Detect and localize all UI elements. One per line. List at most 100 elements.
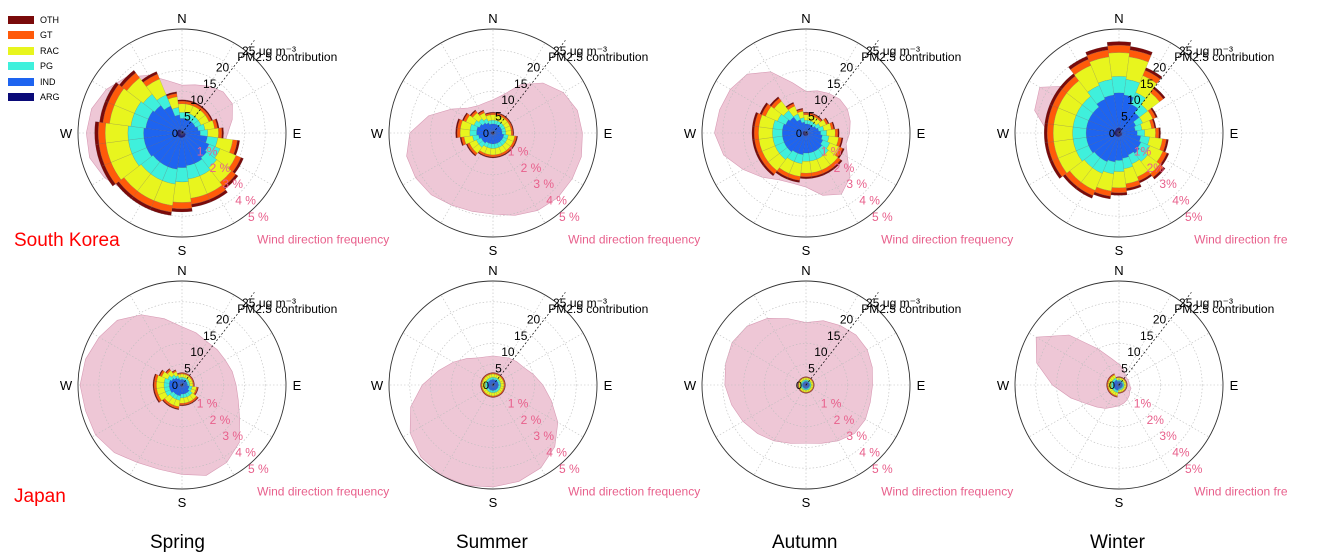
grid-circle-4 xyxy=(98,49,266,217)
pm25-bar-gt xyxy=(1111,187,1127,193)
pm25-tick-label: 25 μg m⁻³ xyxy=(242,296,296,310)
frequency-tick-label: 4 % xyxy=(235,194,256,208)
pm25-bar-gt xyxy=(1126,383,1128,387)
outer-circle xyxy=(388,28,598,238)
pm25-tick-label: 10 xyxy=(501,93,515,107)
pm25-bar-oth xyxy=(119,70,136,87)
compass-label-e: E xyxy=(604,126,613,141)
pm25-bar-pg xyxy=(490,143,496,149)
compass-label-s: S xyxy=(1115,243,1124,258)
grid-circle-4 xyxy=(409,301,577,469)
compass-label-n: N xyxy=(1114,11,1123,26)
frequency-tick-label: 1 % xyxy=(197,144,218,158)
pm25-tick-label: 15 xyxy=(203,77,217,91)
pm25-bar-oth xyxy=(1144,67,1163,80)
frequency-tick-label: 5% xyxy=(1185,210,1203,224)
grid-circle-4 xyxy=(409,49,577,217)
pm25-bar-oth xyxy=(177,372,181,375)
pm25-bar-pg xyxy=(200,129,208,137)
legend: OTH GT RAC PG IND ARG xyxy=(8,12,60,105)
pm25-bar-pg xyxy=(820,130,827,136)
outer-circle xyxy=(1014,280,1224,490)
pm25-bar-oth xyxy=(105,82,119,103)
frequency-tick-label: 1 % xyxy=(508,396,529,410)
pm25-tick-label: 20 xyxy=(1153,60,1167,74)
pm25-bar-gt xyxy=(180,372,184,375)
wind-frequency-area xyxy=(1035,334,1132,409)
column-label-autumn: Autumn xyxy=(772,532,838,553)
pm25-bar-oth xyxy=(1150,107,1158,118)
pm25-bar-oth xyxy=(171,369,176,373)
frequency-tick-label: 5% xyxy=(1185,462,1203,476)
legend-label-ind: IND xyxy=(40,76,56,87)
pm25-bar-oth xyxy=(469,109,477,117)
pm25-tick-label: 20 xyxy=(1153,312,1167,326)
pm25-bar-oth xyxy=(158,369,164,376)
legend-item-rac: RAC xyxy=(8,43,60,59)
pm25-bar-rac xyxy=(105,122,129,144)
pm25-bar-oth xyxy=(837,128,840,138)
outer-circle xyxy=(388,280,598,490)
pm25-bar-rac xyxy=(207,128,219,138)
compass-label-w: W xyxy=(371,126,384,141)
frequency-tick-label: 1% xyxy=(1134,396,1152,410)
pm25-tick-label: 0 xyxy=(796,128,802,140)
pm25-bar-oth xyxy=(1115,376,1119,378)
pm25-tick-label: 15 xyxy=(203,329,217,343)
pm25-tick-label: 0 xyxy=(796,380,802,392)
pm25-bar-oth xyxy=(1129,46,1153,56)
pm25-bar-gt xyxy=(813,383,815,387)
frequency-tick-label: 5 % xyxy=(872,462,893,476)
legend-label-gt: GT xyxy=(40,30,53,41)
pm25-tick-label: 20 xyxy=(527,312,541,326)
pm25-bar-oth xyxy=(480,383,482,387)
compass-label-s: S xyxy=(489,495,498,510)
pm25-tick-label: 0 xyxy=(172,128,178,140)
compass-label-s: S xyxy=(1115,495,1124,510)
pm25-bar-oth xyxy=(799,176,813,179)
frequency-tick-label: 3 % xyxy=(222,177,243,191)
pm25-bar-gt xyxy=(804,392,808,394)
legend-item-pg: PG xyxy=(8,59,60,75)
pm25-axis xyxy=(181,40,255,134)
pm25-bar-rac xyxy=(1111,171,1127,188)
pm25-tick-label: 5 xyxy=(808,362,815,376)
pm25-tick-label: 5 xyxy=(1121,362,1128,376)
pm25-bar-oth xyxy=(177,99,187,102)
pm25-bar-gt xyxy=(491,395,495,398)
pm25-tick-label: 20 xyxy=(840,312,854,326)
compass-label-s: S xyxy=(178,495,187,510)
pm25-bar-pg xyxy=(1072,126,1087,140)
pm25-bar-pg xyxy=(127,125,144,141)
grid-circle-4 xyxy=(1035,49,1203,217)
compass-label-e: E xyxy=(917,378,926,393)
pm25-bar-gt xyxy=(800,172,812,178)
grid-circle-3 xyxy=(119,322,245,448)
pm25-bar-oth xyxy=(752,112,759,127)
pm25-tick-label: 0 xyxy=(483,380,489,392)
frequency-axis-label: Wind direction frequency xyxy=(568,233,700,247)
pm25-bar-gt xyxy=(491,372,495,375)
pm25-bar-oth xyxy=(165,91,177,97)
pm25-tick-label: 10 xyxy=(1127,93,1141,107)
pm25-bar-oth xyxy=(455,128,458,138)
pm25-bar-gt xyxy=(192,383,195,387)
pm25-bar-pg xyxy=(469,129,477,137)
compass-label-e: E xyxy=(917,126,926,141)
pm25-tick-label: 25 μg m⁻³ xyxy=(553,296,607,310)
grid-circle-3 xyxy=(743,322,869,448)
pm25-bar-oth xyxy=(462,112,468,121)
compass-label-w: W xyxy=(60,126,73,141)
grid-circle-2 xyxy=(764,343,848,427)
pm25-bar-oth xyxy=(455,118,460,129)
compass-label-w: W xyxy=(684,378,697,393)
compass-label-n: N xyxy=(801,263,810,278)
pm25-bar-oth xyxy=(751,125,755,141)
compass-label-s: S xyxy=(802,495,811,510)
pm25-bar-oth xyxy=(1111,373,1115,376)
